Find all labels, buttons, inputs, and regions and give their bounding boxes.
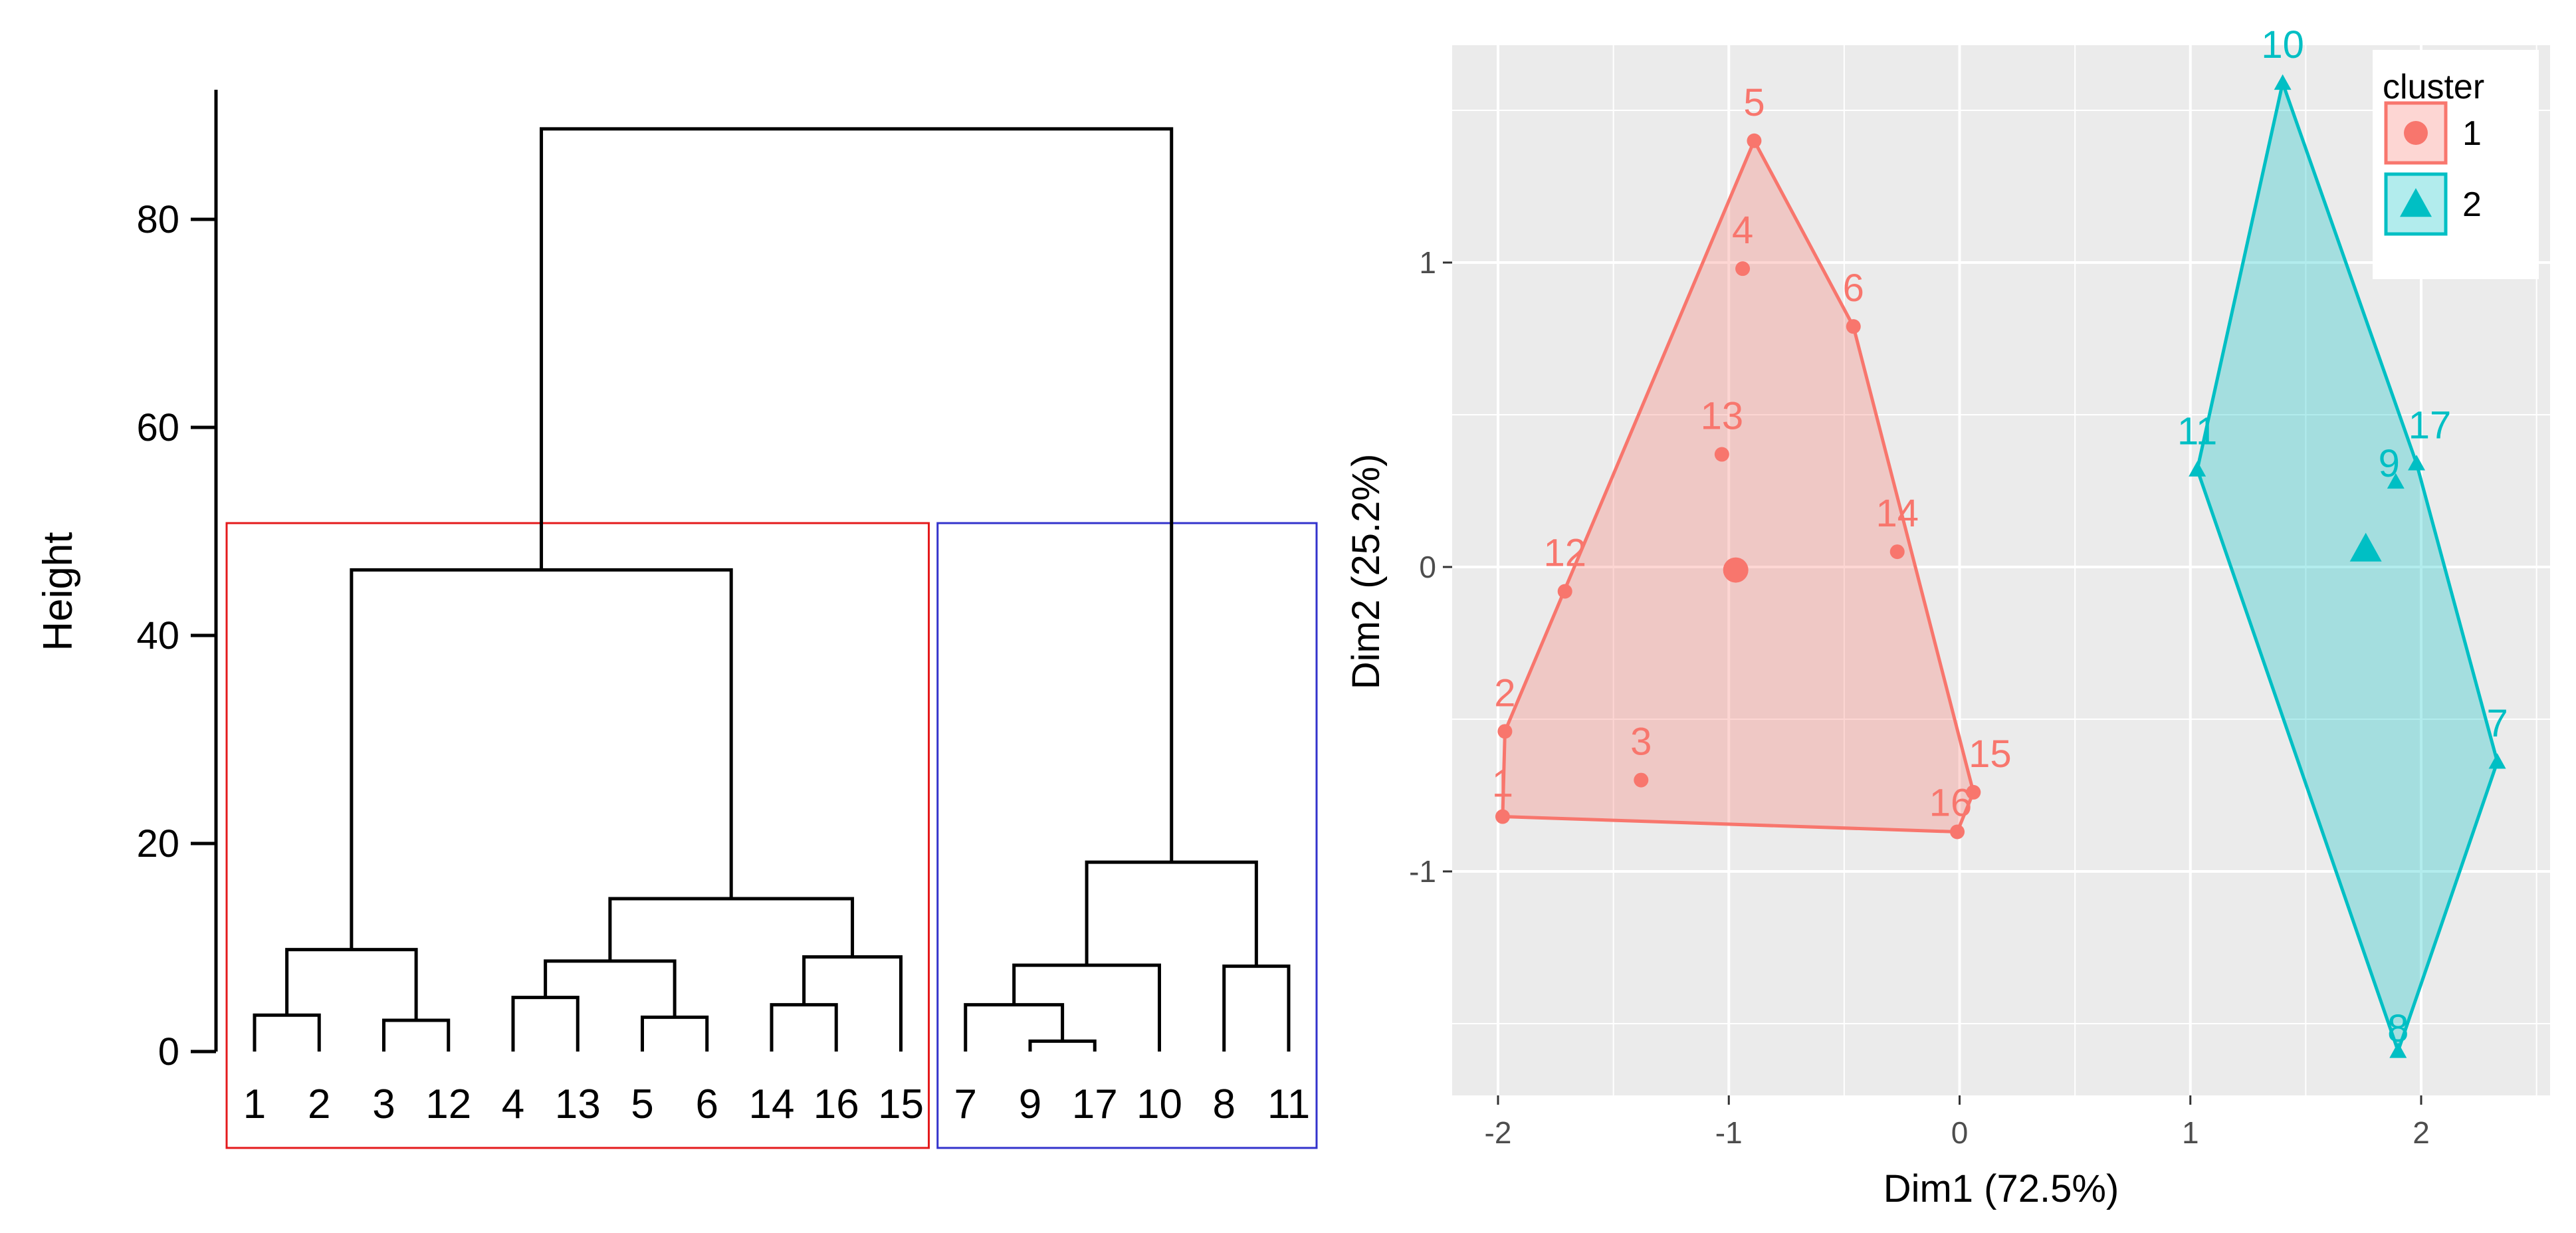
- y-axis-title: Dim2 (25.2%): [1344, 454, 1388, 690]
- leaf-label: 10: [1136, 1081, 1182, 1127]
- point-label: 4: [1732, 209, 1753, 252]
- legend-title: cluster: [2383, 68, 2484, 106]
- leaf-label: 6: [696, 1081, 718, 1127]
- point-label: 13: [1701, 395, 1744, 438]
- leaf-label: 14: [749, 1081, 795, 1127]
- dendrogram-branches: [253, 127, 1291, 1052]
- x-tick-label: 2: [2413, 1115, 2430, 1150]
- data-point: [1497, 724, 1513, 739]
- leaf-label: 2: [308, 1081, 330, 1127]
- leaf-label: 15: [878, 1081, 924, 1127]
- data-point: [2387, 473, 2405, 489]
- x-tick-label: 0: [1951, 1115, 1969, 1150]
- point-label: 15: [1969, 732, 2012, 776]
- leaf-label: 9: [1019, 1081, 1041, 1127]
- leaf-label: 4: [502, 1081, 524, 1127]
- point-label: 14: [1876, 492, 1919, 535]
- cluster-hull: [2195, 76, 2500, 1056]
- data-point: [2488, 753, 2506, 769]
- point-label: 2: [1494, 671, 1515, 715]
- data-point: [1557, 584, 1572, 599]
- data-point: [1735, 261, 1751, 277]
- legend-label: 2: [2462, 185, 2482, 224]
- leaf-label: 5: [631, 1081, 653, 1127]
- data-points: [1495, 74, 2506, 1058]
- leaf-label: 13: [555, 1081, 601, 1127]
- data-point: [1747, 133, 1762, 148]
- data-point: [1966, 784, 1981, 800]
- cluster-cut-box: [936, 522, 1318, 1149]
- dendrogram-cut-boxes: [225, 522, 1318, 1149]
- data-point: [2189, 461, 2206, 477]
- y-tick-label: 0: [1419, 550, 1436, 584]
- leaf-label: 16: [813, 1081, 859, 1127]
- leaf-label: 12: [425, 1081, 471, 1127]
- point-label: 3: [1630, 721, 1652, 764]
- legend: cluster 12: [2373, 50, 2539, 279]
- leaf-label: 8: [1213, 1081, 1235, 1127]
- plot-panel: [1452, 45, 2550, 1095]
- cluster-centroid: [2349, 532, 2382, 562]
- x-axis-title: Dim1 (72.5%): [1883, 1167, 2119, 1210]
- legend-marker: [2404, 121, 2428, 145]
- cluster-centroid: [1723, 557, 1749, 583]
- point-label: 11: [2177, 409, 2217, 453]
- dendrogram-y-axis: 0 20 40 60 80: [136, 90, 218, 1073]
- y-tick-label: 20: [136, 822, 179, 865]
- x-tick-label: 1: [2182, 1115, 2199, 1150]
- x-tick-label: -2: [1485, 1115, 1512, 1150]
- legend-items: 12: [2384, 101, 2482, 236]
- legend-marker: [2400, 188, 2432, 217]
- leaf-label: 11: [1267, 1081, 1310, 1127]
- dendrogram-branch: [540, 127, 1174, 863]
- y-tick-label: 1: [1419, 245, 1436, 280]
- point-label: 17: [2409, 403, 2452, 447]
- point-label: 6: [1843, 267, 1864, 310]
- leaf-label: 1: [243, 1081, 266, 1127]
- data-point: [1846, 319, 1861, 334]
- leaf-label: 7: [954, 1081, 977, 1127]
- y-axis-title: Height: [35, 532, 81, 651]
- data-point: [1714, 447, 1729, 462]
- leaf-label: 3: [372, 1081, 395, 1127]
- legend-label: 1: [2462, 114, 2482, 153]
- cluster-cut-box: [225, 522, 930, 1149]
- y-tick-label: 60: [136, 406, 179, 449]
- data-point: [1889, 544, 1905, 560]
- point-label: 7: [2486, 702, 2508, 745]
- data-point: [1950, 824, 1965, 840]
- leaf-label: 17: [1072, 1081, 1118, 1127]
- point-label: 1: [1492, 762, 1513, 806]
- axes: -2 -1 0 1 2-101: [1409, 245, 2430, 1150]
- legend-key: [2384, 101, 2448, 165]
- y-tick-label: 80: [136, 198, 179, 241]
- y-tick-label: -1: [1409, 854, 1436, 889]
- point-label: 8: [2387, 1007, 2409, 1050]
- data-point: [1634, 772, 1649, 788]
- point-label: 5: [1743, 81, 1765, 124]
- data-point: [2408, 455, 2426, 471]
- x-tick-label: -1: [1715, 1115, 1743, 1150]
- y-tick-label: 0: [158, 1030, 179, 1073]
- point-label: 9: [2379, 442, 2400, 485]
- y-tick-label: 40: [136, 614, 179, 657]
- data-point: [2389, 1042, 2407, 1058]
- plot-gridlines: [1452, 45, 2550, 1095]
- data-point: [2274, 74, 2292, 90]
- point-label: 10: [2261, 23, 2304, 66]
- point-label: 16: [1929, 781, 1973, 824]
- point-label: 12: [1543, 532, 1586, 575]
- dendrogram-leaf-labels: 1 2 3 12 4 13 5 6 14 16 15 7 9 17 10 8 11: [243, 1081, 1310, 1127]
- data-point: [1495, 809, 1510, 824]
